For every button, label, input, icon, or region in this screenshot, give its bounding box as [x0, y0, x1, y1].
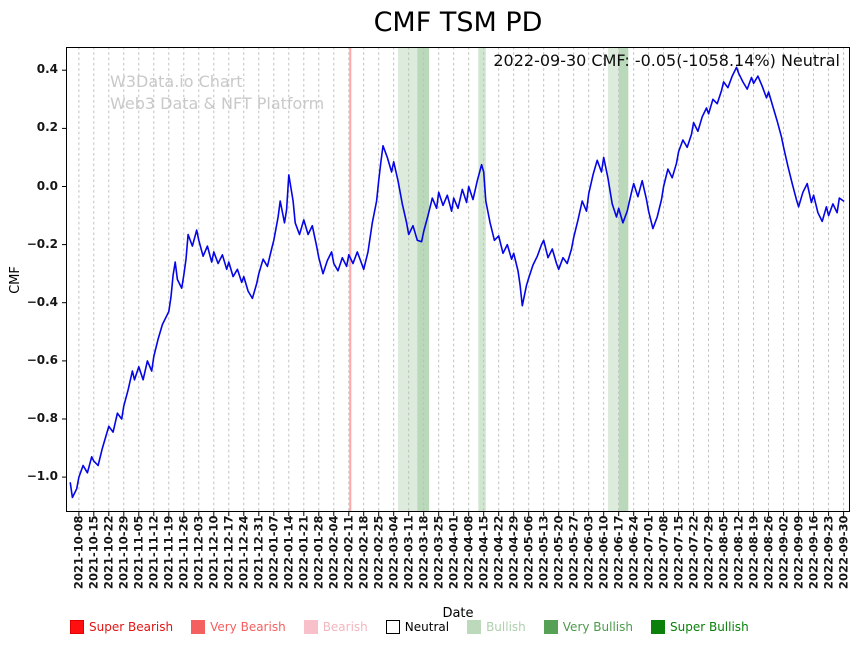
legend-label: Very Bullish [562, 620, 633, 634]
x-tick-label: 2022-05-27 [566, 515, 581, 590]
x-tick-label: 2022-05-06 [521, 515, 536, 590]
x-tick-label: 2022-09-16 [806, 515, 821, 590]
x-tick-label: 2022-03-04 [386, 515, 401, 590]
legend-swatch [303, 620, 318, 634]
x-tick-label: 2022-08-12 [731, 515, 746, 590]
x-tick-label: 2022-07-15 [671, 515, 686, 590]
x-tick-label: 2022-04-08 [461, 515, 476, 590]
latest-value-annotation: 2022-09-30 CMF: -0.05(-1058.14%) Neutral [493, 51, 840, 70]
legend-item: Very Bullish [543, 620, 633, 634]
x-tick-label: 2021-12-24 [236, 515, 251, 590]
x-tick-label: 2022-07-08 [656, 515, 671, 590]
bullish-band [398, 47, 418, 512]
x-tick-label: 2022-03-11 [401, 515, 416, 590]
x-tick-label: 2022-09-30 [836, 515, 851, 590]
x-tick-label: 2022-01-21 [296, 515, 311, 590]
x-tick-label: 2021-10-15 [86, 515, 101, 590]
legend-swatch [651, 620, 665, 634]
x-tick-label: 2021-12-17 [221, 515, 236, 590]
x-tick-label: 2021-10-08 [71, 515, 86, 590]
x-tick-label: 2022-01-07 [266, 515, 281, 590]
x-tick-label: 2022-03-18 [416, 515, 431, 590]
axes-box [66, 47, 850, 512]
plot-area: W3Data.io Chart Web3 Data & NFT Platform… [62, 47, 850, 516]
legend-item: Bearish [303, 620, 368, 634]
legend-item: Very Bearish [191, 620, 286, 634]
x-tick-label: 2021-11-19 [161, 515, 176, 590]
x-tick-label: 2022-06-03 [581, 515, 596, 590]
x-tick-label: 2021-11-12 [146, 515, 161, 590]
legend-label: Bullish [486, 620, 526, 634]
x-tick-label: 2021-12-03 [191, 515, 206, 590]
cmf-line [69, 66, 845, 499]
legend-item: Super Bullish [651, 620, 749, 634]
x-tick-label: 2022-02-04 [326, 515, 341, 590]
legend-label: Neutral [404, 620, 450, 634]
x-tick-label: 2022-07-29 [701, 515, 716, 590]
legend-item: Neutral [385, 620, 450, 634]
bullish-band [478, 47, 486, 512]
very-bullish-band [417, 47, 430, 512]
x-tick-label: 2022-06-17 [611, 515, 626, 590]
x-tick-label: 2021-11-26 [176, 515, 191, 590]
legend-swatch [70, 620, 84, 634]
y-tick-label: 0.2 [36, 120, 58, 135]
x-tick-label: 2022-07-22 [686, 515, 701, 590]
bearish-event-line [349, 47, 352, 512]
legend-label: Super Bearish [89, 620, 174, 634]
x-tick-label: 2022-01-14 [281, 515, 296, 590]
legend-item: Super Bearish [70, 620, 173, 634]
legend-swatch [543, 620, 558, 634]
x-tick-label: 2022-04-22 [491, 515, 506, 590]
x-tick-label: 2022-02-18 [356, 515, 371, 590]
x-tick-label: 2021-12-31 [251, 515, 266, 590]
y-tick-label: −0.6 [26, 352, 58, 367]
bullish-band [607, 47, 619, 512]
x-tick-label: 2022-08-05 [716, 515, 731, 590]
y-tick-label: −0.2 [26, 236, 58, 251]
y-tick-label: −1.0 [26, 469, 58, 484]
legend-swatch [385, 620, 400, 634]
plot-canvas [62, 47, 850, 516]
x-tick-label: 2022-05-13 [536, 515, 551, 590]
x-tick-label: 2022-03-25 [431, 515, 446, 590]
x-tick-label: 2022-08-19 [746, 515, 761, 590]
x-tick-label: 2021-10-29 [116, 515, 131, 590]
x-tick-label: 2022-09-09 [791, 515, 806, 590]
x-tick-label: 2022-09-23 [821, 515, 836, 590]
x-tick-label: 2021-11-05 [131, 515, 146, 590]
chart-title: CMF TSM PD [373, 7, 543, 38]
x-tick-label: 2022-08-26 [761, 515, 776, 590]
legend: Super Bearish Very Bearish Bearish Neutral B… [70, 620, 749, 634]
x-tick-label: 2022-09-02 [776, 515, 791, 590]
legend-label: Bearish [322, 620, 368, 634]
legend-label: Very Bearish [210, 620, 286, 634]
x-tick-label: 2022-02-11 [341, 515, 356, 590]
x-tick-label: 2022-04-29 [506, 515, 521, 590]
x-tick-label: 2022-06-24 [626, 515, 641, 590]
legend-swatch [191, 620, 206, 634]
legend-label: Super Bullish [670, 620, 749, 634]
x-tick-label: 2022-05-20 [551, 515, 566, 590]
y-tick-label: 0.0 [36, 178, 58, 193]
x-tick-label: 2022-07-01 [641, 515, 656, 590]
x-tick-label: 2021-10-22 [101, 515, 116, 590]
y-tick-label: −0.8 [26, 411, 58, 425]
x-tick-label: 2021-12-10 [206, 515, 221, 590]
x-tick-label: 2022-01-28 [311, 515, 326, 590]
very-bullish-band [618, 47, 629, 512]
x-tick-label: 2022-04-15 [476, 515, 491, 590]
y-tick-label: 0.4 [36, 62, 58, 77]
y-tick-label: −0.4 [26, 294, 58, 309]
legend-swatch [467, 620, 482, 634]
legend-item: Bullish [467, 620, 526, 634]
x-tick-label: 2022-06-10 [596, 515, 611, 590]
x-axis-label: Date [442, 606, 474, 621]
x-tick-label: 2022-04-01 [446, 515, 461, 590]
x-tick-label: 2022-02-25 [371, 515, 386, 590]
